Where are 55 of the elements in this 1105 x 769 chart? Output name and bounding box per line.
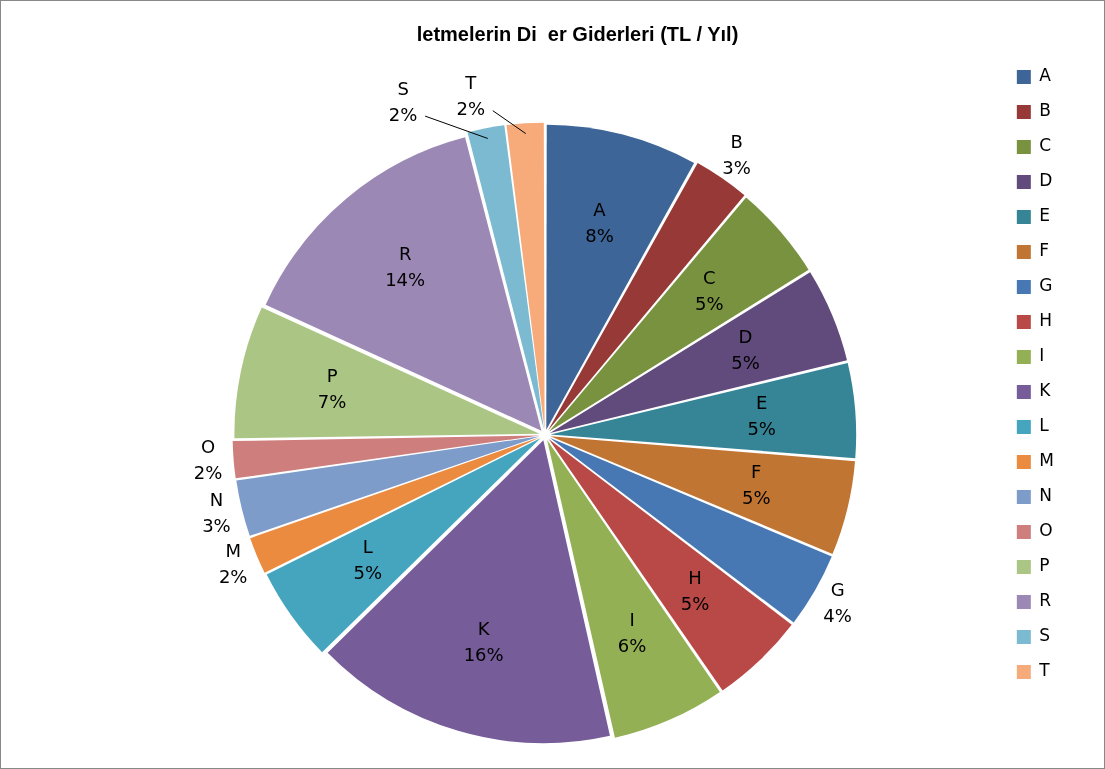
data-label: 16% — [463, 644, 504, 666]
data-label: 5% — [680, 593, 710, 615]
slice-label: N — [209, 489, 224, 511]
slice-label: I — [629, 608, 635, 630]
slice-label: H — [688, 567, 702, 589]
data-label: 2% — [456, 98, 486, 120]
legend-label: A — [1039, 65, 1052, 86]
data-label: 14% — [385, 269, 426, 291]
slice-label: F — [751, 460, 762, 482]
legend-label: F — [1039, 240, 1050, 261]
legend-label: H — [1039, 310, 1053, 331]
legend-label: R — [1039, 590, 1052, 611]
slice-label: R — [398, 243, 412, 265]
slice-label: B — [730, 131, 743, 153]
data-label: 5% — [747, 418, 776, 440]
legend-label: E — [1039, 205, 1051, 226]
legend-label: T — [1038, 660, 1051, 681]
data-label: 7% — [317, 391, 347, 413]
data-label: 4% — [823, 604, 852, 626]
slice-label: P — [326, 365, 338, 387]
data-label: 8% — [585, 225, 614, 247]
slice-label: C — [702, 267, 716, 289]
slice-label: E — [755, 392, 768, 414]
data-label: 2% — [193, 462, 223, 484]
slice-label: A — [593, 199, 607, 221]
data-label: 5% — [353, 561, 383, 583]
slice-label: O — [200, 436, 216, 458]
legend-label: P — [1039, 555, 1050, 576]
data-label: 2% — [388, 103, 418, 125]
slice-label: G — [830, 578, 845, 600]
legend-label: M — [1039, 450, 1054, 471]
data-label: 3% — [202, 515, 231, 537]
data-label: 5% — [731, 351, 760, 373]
legend-label: B — [1039, 100, 1051, 121]
legend-label: N — [1039, 485, 1053, 506]
legend-label: C — [1039, 135, 1052, 156]
legend-label: S — [1039, 625, 1051, 646]
data-label: 5% — [694, 293, 724, 315]
slice-label: S — [397, 77, 409, 99]
data-label: 6% — [617, 634, 647, 656]
data-label: 5% — [741, 486, 771, 508]
slice-label: K — [477, 618, 491, 640]
legend-label: L — [1039, 415, 1050, 436]
legend-label: G — [1039, 275, 1053, 296]
slice-label: M — [225, 540, 241, 562]
legend-label: K — [1039, 380, 1052, 401]
data-label: 3% — [722, 157, 751, 179]
legend-label: O — [1039, 520, 1053, 541]
chart-title: letmelerin Di er Giderleri (TL / Yıl) — [416, 22, 739, 45]
slice-label: D — [738, 325, 753, 347]
legend-label: D — [1039, 170, 1053, 191]
legend-label: I — [1039, 345, 1045, 366]
slice-label: T — [464, 72, 478, 94]
slice-label: L — [362, 535, 373, 557]
data-label: 2% — [218, 566, 248, 588]
